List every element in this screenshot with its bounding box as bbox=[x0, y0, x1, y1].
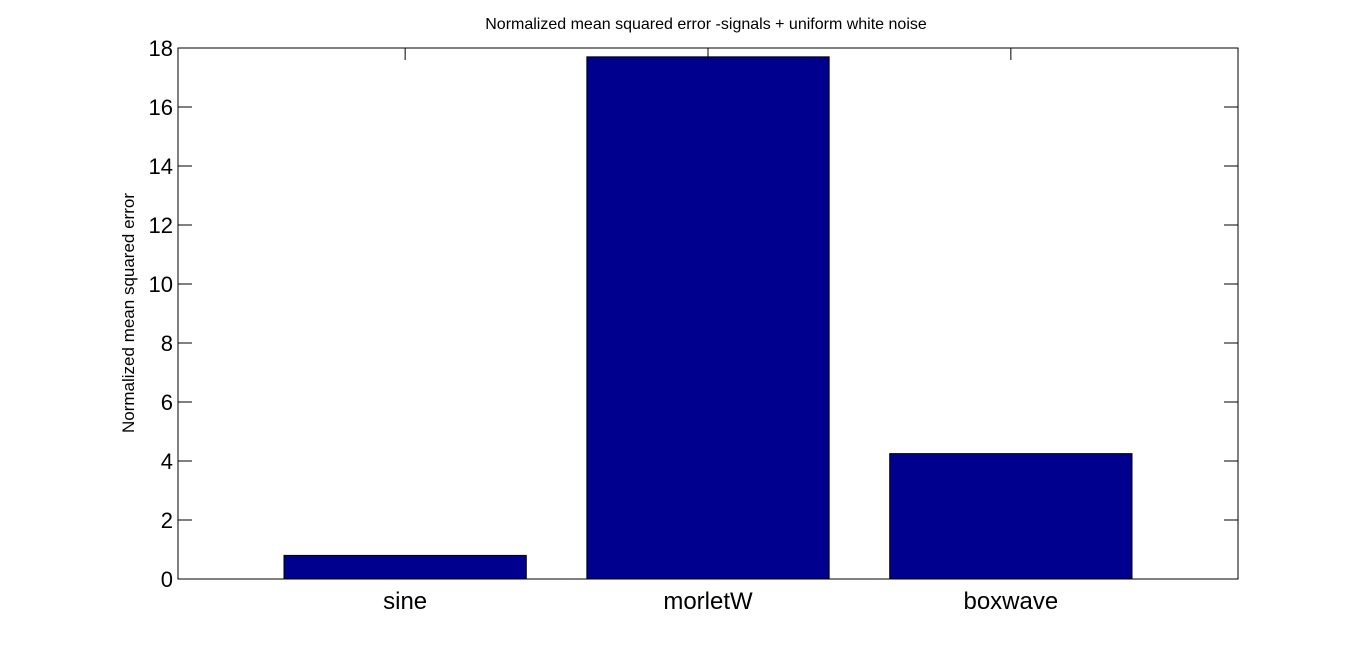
y-axis-label: Normalized mean squared error bbox=[119, 193, 138, 433]
category-labels-group: sine morletW boxwave bbox=[383, 588, 1058, 615]
x-tick-label-sine: sine bbox=[383, 588, 427, 615]
y-tick-label: 6 bbox=[161, 390, 173, 415]
y-tick-label: 18 bbox=[149, 36, 173, 61]
y-tick-label: 10 bbox=[149, 272, 173, 297]
ticks-group: 0 2 4 6 8 10 12 14 16 18 bbox=[149, 36, 1238, 592]
chart-title: Normalized mean squared error -signals +… bbox=[485, 16, 927, 33]
bar-sine bbox=[283, 554, 527, 580]
y-tick-label: 2 bbox=[161, 508, 173, 533]
y-tick-label: 0 bbox=[161, 567, 173, 592]
y-tick-label: 8 bbox=[161, 331, 173, 356]
bars-group bbox=[283, 56, 1133, 580]
bar-morletW bbox=[586, 56, 830, 580]
plot-area-frame bbox=[177, 47, 1239, 580]
y-tick-label: 12 bbox=[149, 213, 173, 238]
x-tick-label-morletW: morletW bbox=[663, 588, 753, 615]
bar-boxwave bbox=[889, 453, 1133, 580]
y-tick-label: 16 bbox=[149, 95, 173, 120]
y-tick-label: 14 bbox=[149, 154, 173, 179]
y-tick-label: 4 bbox=[161, 449, 173, 474]
x-tick-label-boxwave: boxwave bbox=[963, 588, 1058, 615]
